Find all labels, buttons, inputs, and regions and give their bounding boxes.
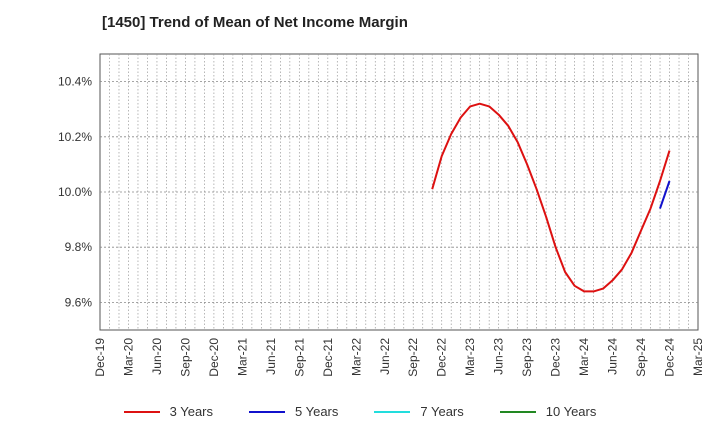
series-line-3-years bbox=[431, 102, 671, 293]
y-tick-label: 10.4% bbox=[58, 75, 92, 89]
y-axis-ticks: 9.6% 9.8% 10.0% 10.2% 10.4% bbox=[58, 75, 92, 310]
x-tick-label: Dec-22 bbox=[435, 338, 449, 377]
series-line-5-years bbox=[659, 180, 671, 209]
x-tick-label: Jun-20 bbox=[150, 338, 164, 375]
y-tick-label: 9.8% bbox=[65, 240, 93, 254]
x-tick-label: Sep-20 bbox=[178, 338, 192, 377]
x-tick-label: Dec-20 bbox=[207, 338, 221, 377]
legend-label: 10 Years bbox=[545, 404, 597, 419]
x-tick-label: Mar-20 bbox=[121, 338, 135, 376]
y-tick-label: 10.2% bbox=[58, 130, 92, 144]
x-tick-label: Dec-24 bbox=[663, 338, 677, 377]
legend-label: 7 Years bbox=[420, 404, 464, 419]
x-tick-label: Sep-21 bbox=[292, 338, 306, 377]
x-tick-label: Dec-21 bbox=[321, 338, 335, 377]
legend-item-3-years: 3 Years bbox=[123, 404, 213, 419]
x-tick-label: Mar-25 bbox=[691, 338, 705, 376]
x-tick-label: Mar-22 bbox=[349, 338, 363, 376]
x-tick-label: Sep-23 bbox=[520, 338, 534, 377]
x-tick-label: Jun-22 bbox=[378, 338, 392, 375]
legend-item-5-years: 5 Years bbox=[249, 404, 338, 419]
x-tick-label: Jun-21 bbox=[264, 338, 278, 375]
legend-item-7-years: 7 Years bbox=[374, 404, 464, 419]
legend: 3 Years 5 Years 7 Years 10 Years bbox=[0, 404, 720, 419]
legend-swatch bbox=[249, 410, 285, 413]
x-tick-label: Dec-23 bbox=[549, 338, 563, 377]
x-tick-label: Sep-22 bbox=[406, 338, 420, 377]
legend-swatch bbox=[123, 410, 160, 413]
chart-title: [1450] Trend of Mean of Net Income Margi… bbox=[102, 14, 408, 31]
x-tick-label: Dec-19 bbox=[93, 338, 107, 377]
x-tick-label: Mar-24 bbox=[577, 338, 591, 376]
x-axis-ticks: Dec-19 Mar-20 Jun-20 Sep-20 Dec-20 Mar-21 Jun-… bbox=[93, 338, 705, 377]
legend-swatch bbox=[374, 410, 411, 413]
series-lines bbox=[431, 102, 671, 293]
legend-swatch bbox=[499, 410, 536, 413]
x-tick-label: Jun-23 bbox=[492, 338, 506, 375]
x-tick-label: Mar-21 bbox=[235, 338, 249, 376]
x-tick-label: Jun-24 bbox=[606, 338, 620, 375]
legend-label: 3 Years bbox=[169, 404, 213, 419]
y-tick-label: 9.6% bbox=[65, 295, 93, 309]
x-tick-label: Sep-24 bbox=[634, 338, 648, 377]
grid-lines bbox=[100, 54, 698, 330]
x-tick-label: Mar-23 bbox=[463, 338, 477, 376]
y-tick-label: 10.0% bbox=[58, 185, 92, 199]
legend-label: 5 Years bbox=[295, 404, 339, 419]
legend-item-10-years: 10 Years bbox=[499, 404, 597, 419]
